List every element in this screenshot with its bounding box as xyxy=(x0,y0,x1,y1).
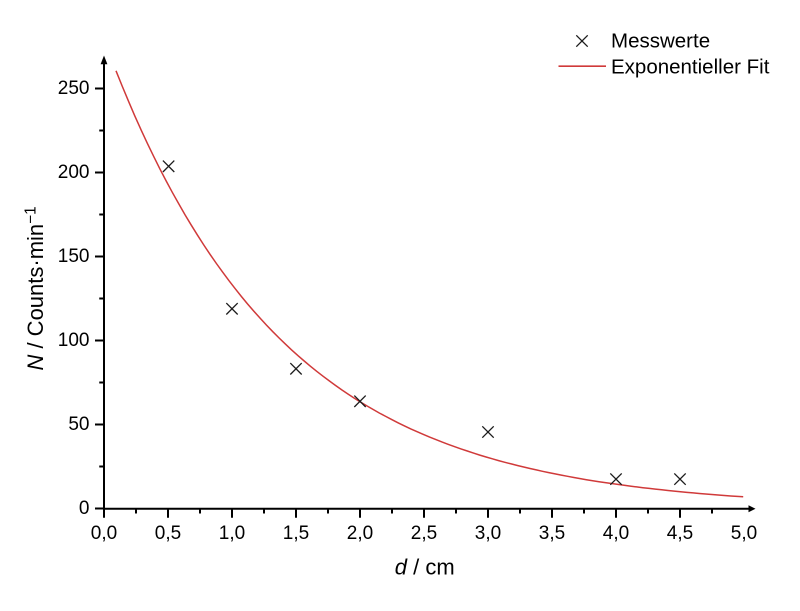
svg-text:2,0: 2,0 xyxy=(347,523,373,544)
svg-text:1,5: 1,5 xyxy=(283,523,309,544)
svg-text:2,5: 2,5 xyxy=(411,523,437,544)
svg-text:3,0: 3,0 xyxy=(475,523,501,544)
svg-text:3,5: 3,5 xyxy=(539,523,565,544)
svg-text:1,0: 1,0 xyxy=(219,523,245,544)
svg-text:0,5: 0,5 xyxy=(155,523,181,544)
svg-text:d / cm: d / cm xyxy=(395,555,455,580)
svg-text:100: 100 xyxy=(58,330,90,351)
svg-text:Exponentieller Fit: Exponentieller Fit xyxy=(611,56,770,79)
svg-text:4,5: 4,5 xyxy=(667,523,693,544)
svg-text:4,0: 4,0 xyxy=(603,523,629,544)
svg-text:250: 250 xyxy=(58,78,90,99)
svg-text:5,0: 5,0 xyxy=(731,523,757,544)
svg-text:0,0: 0,0 xyxy=(91,523,117,544)
svg-text:Messwerte: Messwerte xyxy=(611,30,710,53)
svg-text:150: 150 xyxy=(58,246,90,267)
svg-text:N / Counts·min−1: N / Counts·min−1 xyxy=(23,206,48,370)
svg-text:0: 0 xyxy=(79,498,90,519)
svg-text:50: 50 xyxy=(68,414,89,435)
svg-text:200: 200 xyxy=(58,162,90,183)
